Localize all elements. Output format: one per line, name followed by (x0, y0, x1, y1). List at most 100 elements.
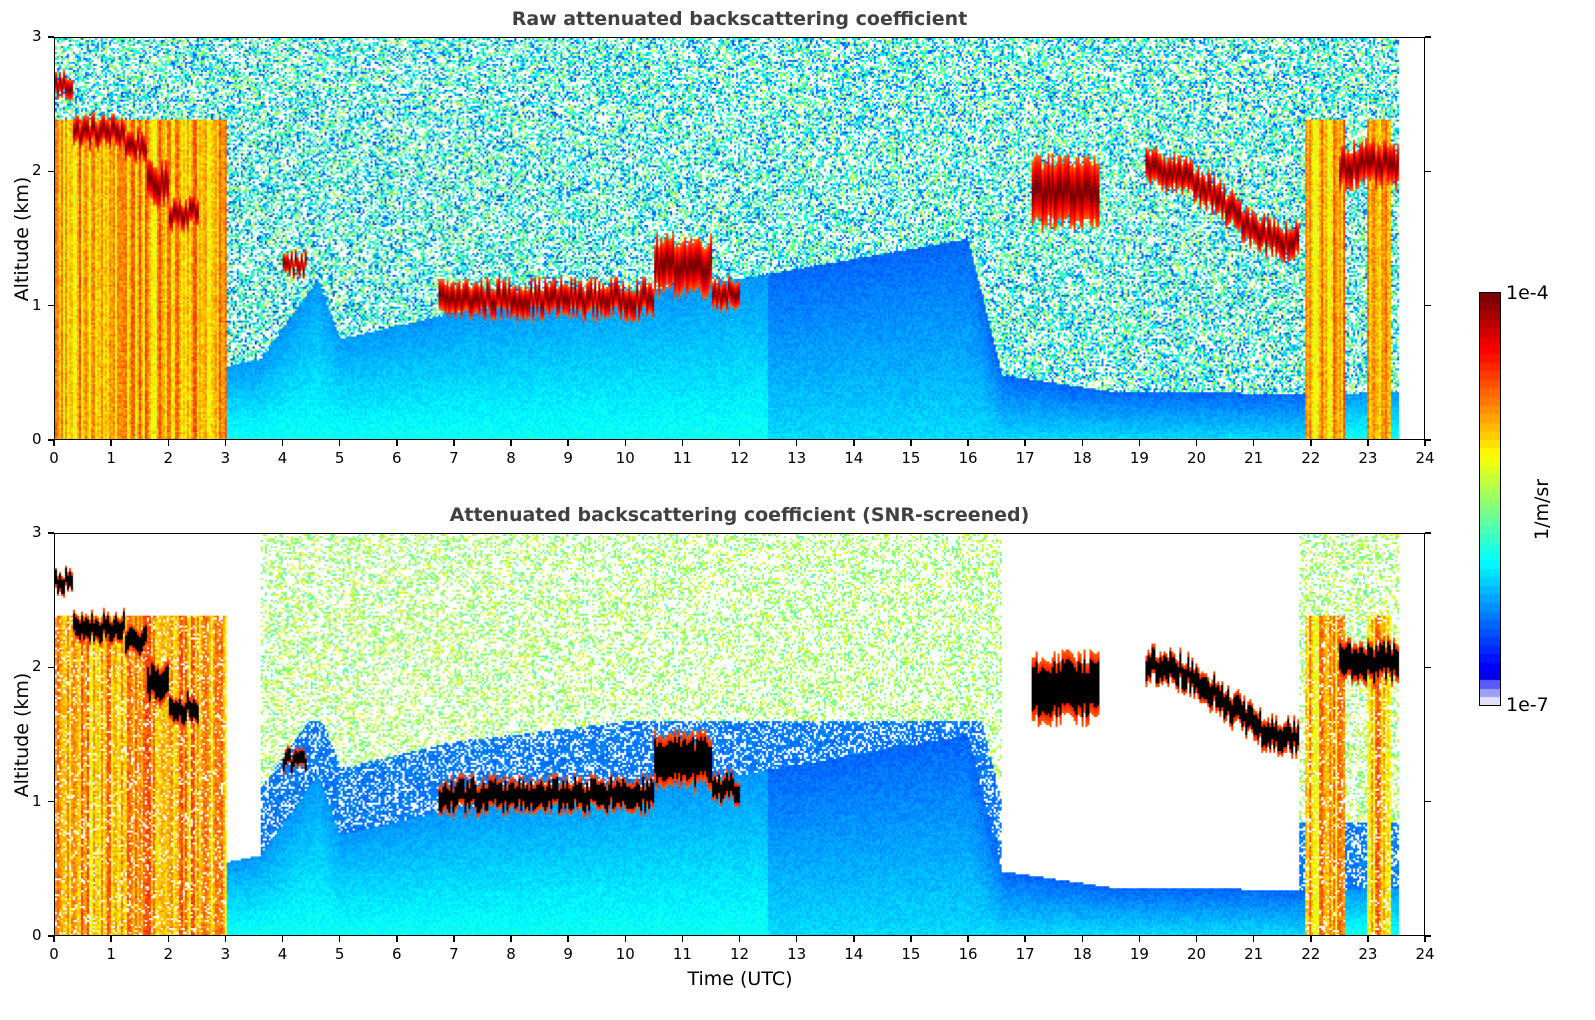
x-tick-mark (1424, 440, 1426, 446)
x-tick-mark (53, 936, 55, 942)
x-tick-label: 11 (672, 945, 692, 963)
colorbar-gradient (1480, 293, 1500, 705)
x-tick-mark (1252, 936, 1255, 942)
x-tick-label: 6 (391, 945, 402, 963)
x-tick-mark (510, 440, 512, 446)
y-tick-mark (1425, 170, 1431, 173)
top-y-axis-label: Altitude (km) (11, 176, 33, 302)
x-tick-mark (795, 440, 798, 446)
y-tick-label: 0 (32, 430, 42, 448)
x-tick-mark (681, 936, 684, 942)
x-tick-label: 5 (334, 449, 345, 467)
x-tick-mark (853, 936, 855, 942)
x-tick-mark (453, 936, 455, 942)
x-tick-label: 14 (844, 945, 864, 963)
x-tick-mark (110, 440, 112, 446)
y-tick-label: 2 (32, 161, 42, 180)
x-tick-label: 2 (163, 945, 174, 963)
x-tick-label: 9 (563, 945, 573, 963)
x-tick-label: 0 (49, 945, 59, 963)
x-tick-label: 9 (563, 449, 573, 467)
x-tick-label: 14 (844, 449, 864, 467)
x-tick-mark (567, 440, 569, 446)
x-tick-label: 15 (901, 449, 921, 467)
y-tick-label: 3 (32, 523, 42, 541)
y-tick-mark (48, 304, 54, 307)
y-tick-mark (48, 170, 54, 173)
x-tick-mark (110, 936, 112, 942)
x-tick-mark (453, 440, 455, 446)
x-tick-label: 23 (1358, 945, 1378, 963)
x-tick-mark (910, 440, 912, 446)
x-tick-label: 2 (163, 449, 174, 467)
top-heatmap-plot (54, 37, 1425, 440)
x-tick-mark (224, 440, 227, 446)
x-tick-label: 22 (1301, 945, 1321, 963)
colorbar-max-label: 1e-4 (1506, 282, 1549, 304)
x-tick-label: 4 (277, 945, 288, 963)
x-tick-label: 21 (1244, 449, 1264, 467)
y-tick-label: 2 (32, 657, 42, 676)
bottom-x-axis-label: Time (UTC) (687, 968, 793, 990)
colorbar-min-label: 1e-7 (1506, 694, 1549, 716)
x-tick-label: 23 (1358, 449, 1378, 467)
colorbar (1479, 292, 1501, 706)
x-tick-mark (338, 936, 341, 942)
x-tick-mark (53, 440, 55, 446)
x-tick-label: 6 (391, 449, 402, 467)
x-tick-mark (624, 936, 626, 942)
x-tick-label: 3 (220, 945, 231, 963)
x-tick-mark (624, 440, 626, 446)
x-tick-mark (1024, 936, 1026, 942)
y-tick-mark (1425, 532, 1431, 534)
x-tick-label: 1 (106, 449, 116, 467)
x-tick-mark (738, 936, 741, 942)
x-tick-mark (1424, 936, 1426, 942)
x-tick-label: 7 (449, 449, 459, 467)
x-tick-label: 22 (1301, 449, 1321, 467)
x-tick-label: 17 (1015, 449, 1035, 467)
x-tick-label: 12 (729, 449, 750, 467)
bottom-heatmap-plot (54, 533, 1425, 936)
x-tick-label: 10 (615, 945, 635, 963)
x-tick-label: 1 (106, 945, 116, 963)
x-tick-mark (167, 440, 169, 446)
x-tick-label: 18 (1072, 449, 1092, 467)
x-tick-label: 12 (729, 945, 750, 963)
x-tick-mark (795, 936, 798, 942)
x-tick-label: 7 (449, 945, 459, 963)
y-tick-label: 3 (32, 27, 42, 45)
x-tick-mark (396, 440, 398, 446)
x-tick-mark (510, 936, 512, 942)
bottom-chart-title: Attenuated backscattering coefficient (S… (449, 504, 1030, 526)
y-tick-mark (1425, 304, 1431, 307)
x-tick-mark (967, 440, 969, 446)
x-tick-mark (281, 936, 284, 942)
x-tick-mark (1367, 936, 1369, 942)
x-tick-label: 4 (277, 449, 288, 467)
x-tick-label: 19 (1129, 449, 1149, 467)
y-tick-label: 1 (32, 295, 42, 314)
x-tick-mark (1310, 936, 1312, 942)
y-tick-mark (1425, 800, 1431, 803)
x-tick-mark (1195, 440, 1198, 446)
x-tick-label: 8 (506, 945, 516, 963)
x-tick-label: 21 (1244, 945, 1264, 963)
x-tick-label: 11 (672, 449, 692, 467)
x-tick-mark (681, 440, 684, 446)
x-tick-mark (1081, 440, 1083, 446)
x-tick-mark (1081, 936, 1083, 942)
x-tick-mark (167, 936, 169, 942)
x-tick-label: 3 (220, 449, 231, 467)
x-tick-label: 24 (1415, 449, 1435, 467)
x-tick-label: 15 (901, 945, 921, 963)
colorbar-unit-label: 1/m/sr (1531, 478, 1553, 540)
y-tick-mark (48, 800, 54, 803)
x-tick-label: 16 (958, 945, 978, 963)
x-tick-mark (910, 936, 912, 942)
x-tick-mark (967, 936, 969, 942)
y-tick-label: 0 (32, 926, 42, 944)
x-tick-label: 18 (1072, 945, 1092, 963)
y-tick-mark (48, 935, 54, 937)
x-tick-label: 10 (615, 449, 635, 467)
